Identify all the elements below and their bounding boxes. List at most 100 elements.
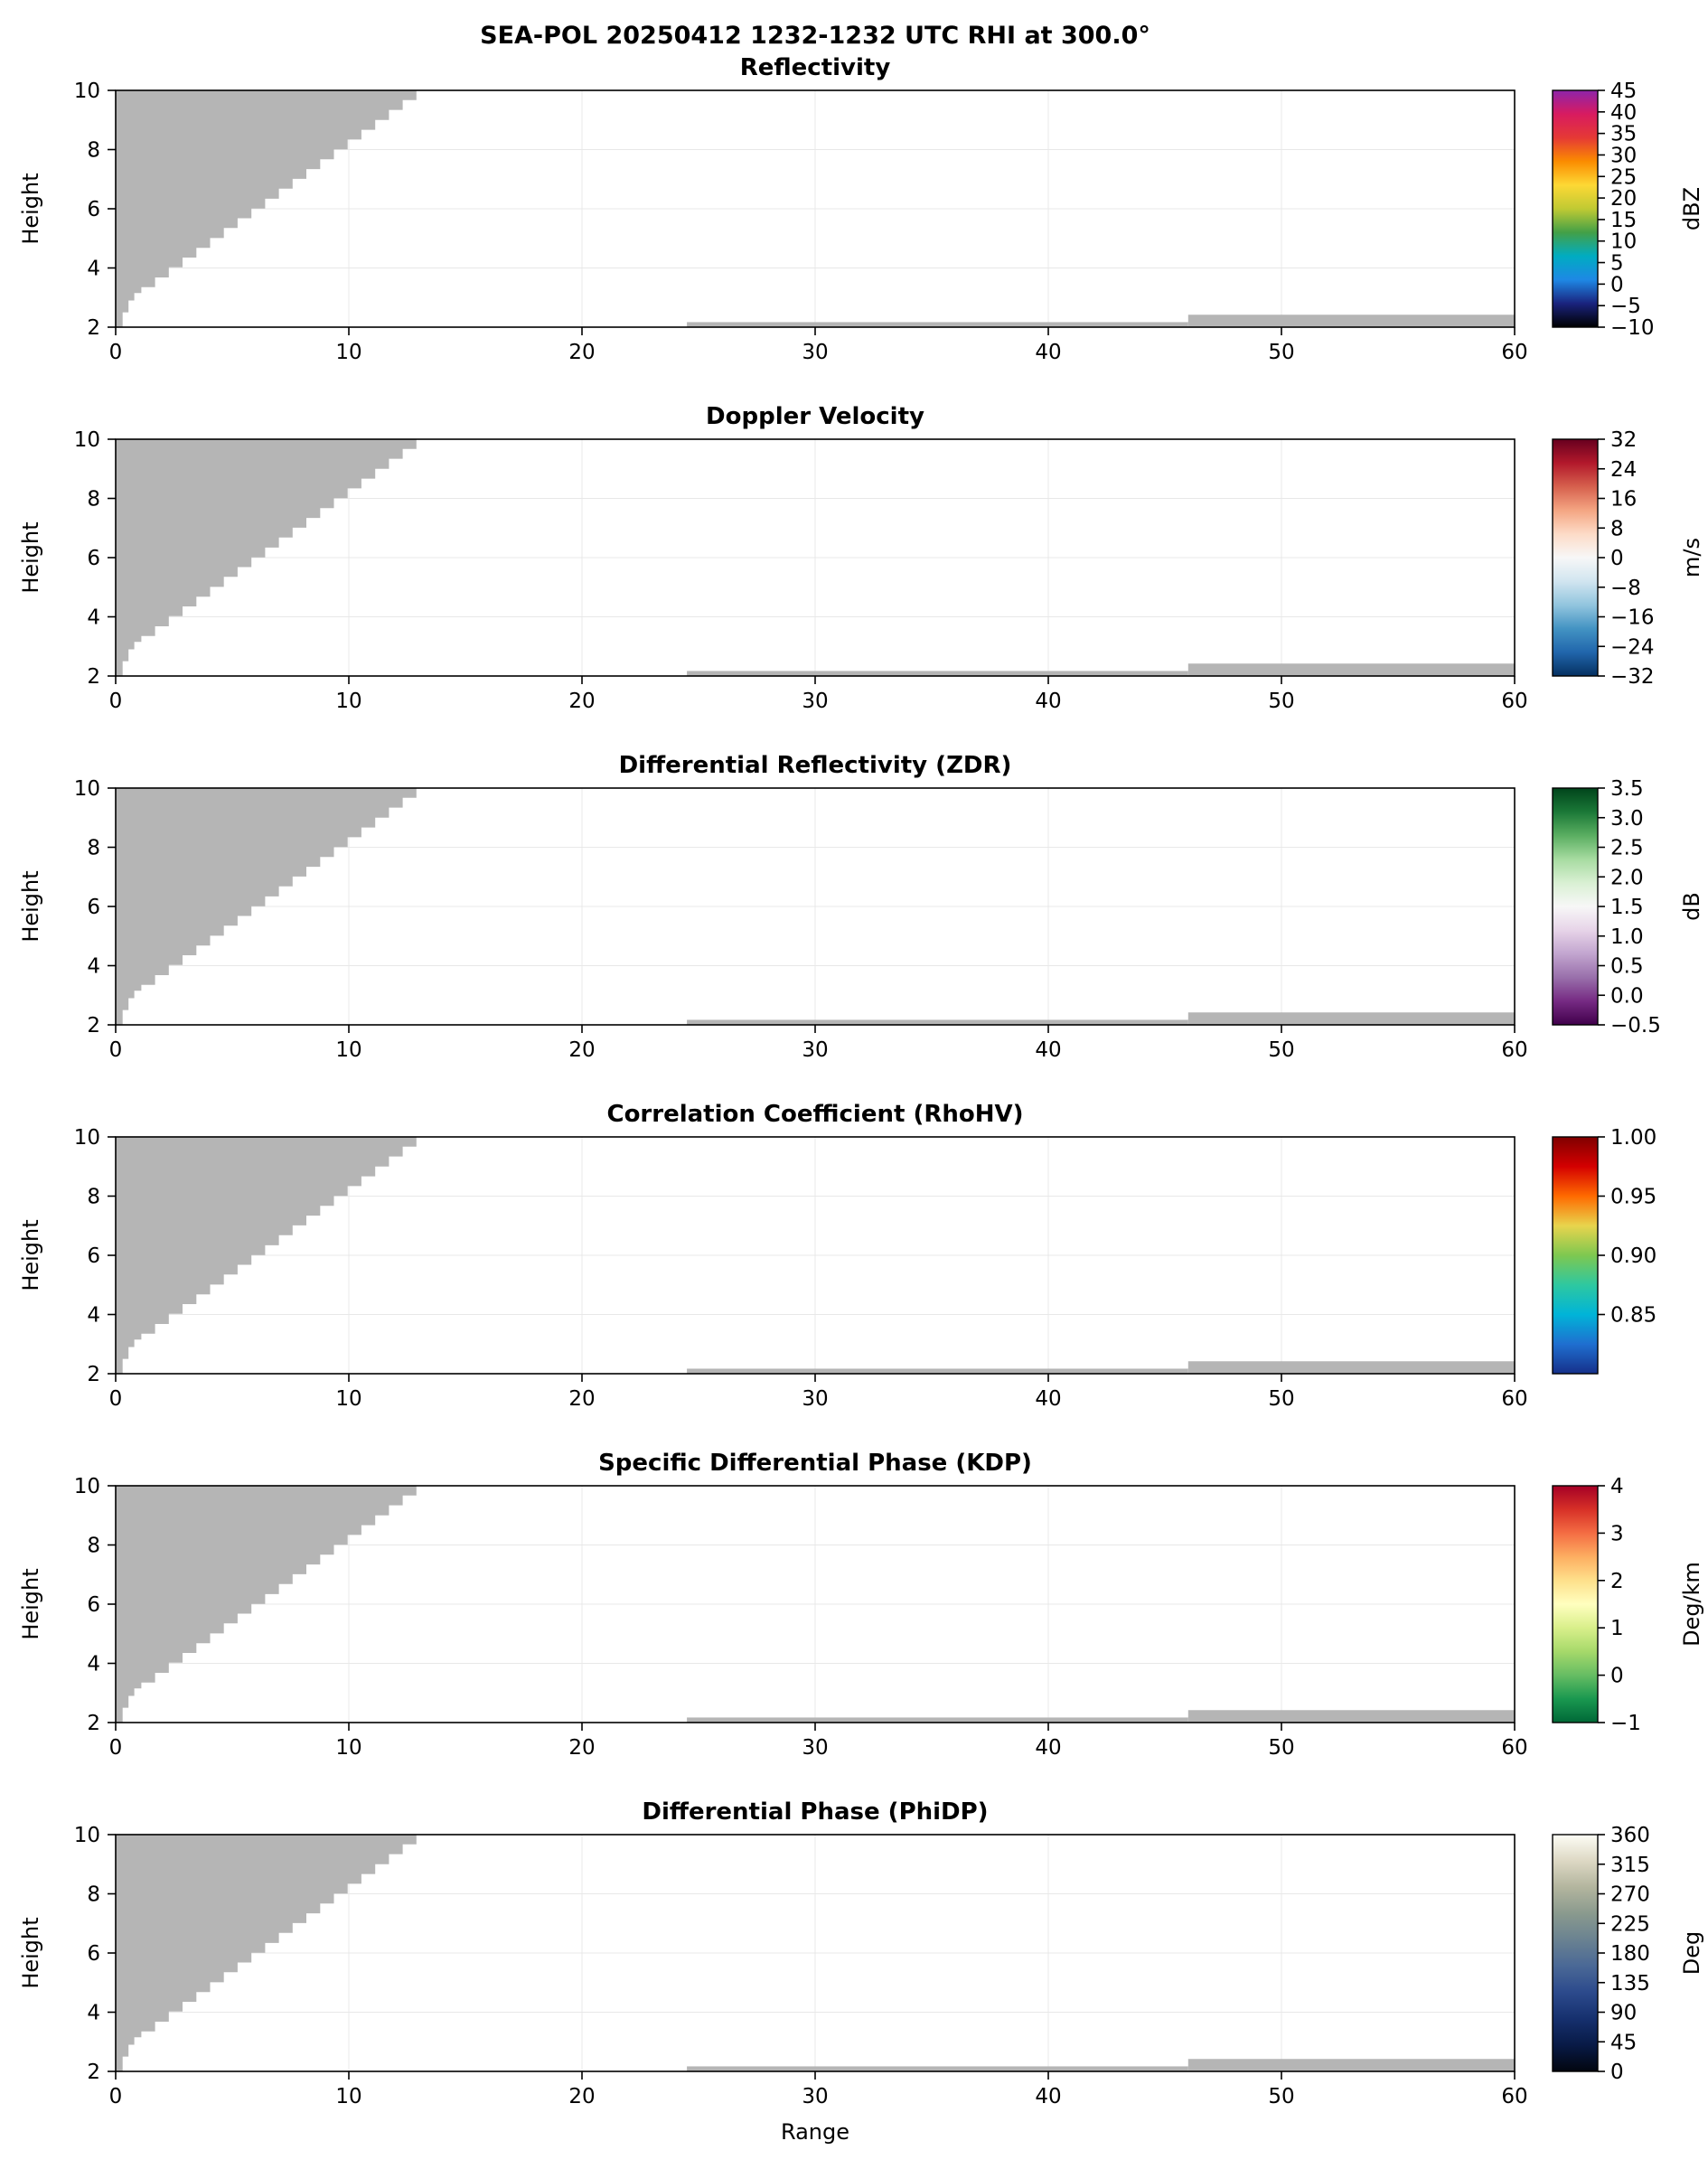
colorbar-tick-label: 360 [1610,1824,1650,1847]
no-data-wedge [116,1137,417,1374]
no-data-strip [1187,1012,1515,1025]
x-tick-label: 20 [568,2085,595,2108]
y-tick-label: 4 [87,955,100,979]
colorbar-tick-label: 135 [1610,1972,1650,1995]
x-tick-label: 40 [1035,341,1061,364]
x-tick-label: 50 [1268,1736,1294,1760]
figure-suptitle: SEA-POL 20250412 1232-1232 UTC RHI at 30… [480,22,1150,50]
colorbar-tick-label: 2 [1610,1570,1624,1593]
y-tick-label: 10 [74,428,100,452]
x-tick-label: 50 [1268,341,1294,364]
no-data-strip [687,322,1188,327]
x-tick-label: 30 [802,1736,828,1760]
y-tick-label: 8 [87,139,100,163]
colorbar-tick-label: 3 [1610,1522,1624,1545]
colorbar-tick-label: 30 [1610,144,1637,167]
y-tick-label: 2 [87,1712,100,1735]
y-tick-label: 8 [87,1186,100,1209]
panel-title-rhohv: Correlation Coefficient (RhoHV) [606,1101,1024,1128]
colorbar-tick-label: −10 [1610,316,1655,340]
colorbar-tick-label: 3.5 [1610,777,1644,801]
colorbar-tick-label: 4 [1610,1475,1624,1498]
no-data-strip [687,2066,1188,2071]
y-tick-label: 10 [74,1824,100,1847]
y-axis-label: Height [18,173,43,244]
colorbar-tick-label: 35 [1610,123,1637,146]
no-data-strip [687,1368,1188,1374]
x-tick-label: 40 [1035,1038,1061,1062]
y-tick-label: 4 [87,1304,100,1328]
colorbar-tick-label: 2.5 [1610,837,1644,860]
y-tick-label: 6 [87,198,100,221]
x-tick-label: 30 [802,2085,828,2108]
no-data-wedge [116,788,417,1025]
colorbar [1552,1485,1599,1723]
y-axis-label: Height [18,521,43,593]
colorbar [1552,438,1599,677]
colorbar-tick-label: 15 [1610,209,1637,232]
x-tick-label: 10 [335,341,361,364]
colorbar-tick-label: 225 [1610,1912,1650,1936]
x-tick-label: 30 [802,1038,828,1062]
panel-title-kdp: Specific Differential Phase (KDP) [598,1450,1032,1477]
x-tick-label: 30 [802,690,828,713]
x-tick-label: 20 [568,690,595,713]
x-tick-label: 40 [1035,2085,1061,2108]
panel-title-reflectivity: Reflectivity [739,54,891,81]
colorbar-tick-label: 1.00 [1610,1126,1656,1150]
no-data-strip [1187,663,1515,676]
y-tick-label: 2 [87,665,100,689]
colorbar-tick-label: 315 [1610,1854,1650,1877]
colorbar-tick-label: 3.0 [1610,807,1644,831]
y-axis-label: Height [18,1568,43,1639]
colorbar-tick-label: 10 [1610,230,1637,254]
y-tick-label: 2 [87,316,100,340]
colorbar-unit-label: Deg/km [1679,1562,1704,1647]
colorbar-tick-label: 40 [1610,101,1637,125]
colorbar-tick-label: 0.0 [1610,984,1644,1008]
panel-2: 0 10 20 30 40 50 60 2 4 6 8 10 Height 3.5 3.0 2.5 2.0 1.5… [18,777,1704,1062]
no-data-wedge [116,1486,417,1723]
y-tick-label: 6 [87,547,100,570]
colorbar-unit-label: dBZ [1679,187,1704,230]
colorbar-tick-label: −5 [1610,295,1641,318]
x-tick-label: 20 [568,1038,595,1062]
no-data-strip [687,671,1188,676]
colorbar-tick-label: −8 [1610,577,1641,600]
panel-title-zdr: Differential Reflectivity (ZDR) [618,752,1012,779]
x-tick-label: 10 [335,690,361,713]
colorbar-tick-label: 1.0 [1610,925,1644,949]
y-tick-label: 4 [87,606,100,630]
colorbar-tick-label: 0.95 [1610,1186,1656,1209]
no-data-wedge [116,439,417,676]
colorbar-tick-label: 0.85 [1610,1304,1656,1328]
y-tick-label: 8 [87,1535,100,1558]
x-tick-label: 60 [1501,1387,1527,1411]
no-data-strip [1187,1361,1515,1374]
y-tick-label: 2 [87,1363,100,1386]
colorbar-tick-label: −24 [1610,635,1655,659]
colorbar-tick-label: 20 [1610,187,1637,211]
panel-0: 0 10 20 30 40 50 60246810Height454035302520151… [18,80,1704,364]
y-axis-label: Height [18,1219,43,1291]
no-data-strip [1187,2059,1515,2071]
y-tick-label: 6 [87,1244,100,1268]
colorbar-tick-label: 1 [1610,1617,1624,1640]
x-tick-label: 0 [109,2085,123,2108]
x-tick-label: 10 [335,1736,361,1760]
colorbar-tick-label: 180 [1610,1942,1650,1966]
x-tick-label: 0 [109,690,123,713]
no-data-strip [1187,315,1515,327]
y-tick-label: 4 [87,1653,100,1676]
no-data-wedge [116,1835,417,2071]
y-tick-label: 8 [87,488,100,512]
x-tick-label: 40 [1035,690,1061,713]
y-tick-label: 6 [87,896,100,919]
no-data-strip [687,1019,1188,1025]
colorbar-tick-label: 1.5 [1610,896,1644,919]
panel-3: 0 10 20 30 40 50 60 2 4 6 8 10 Height 1.00 0.95 0.90 0.8… [18,1126,1656,1411]
y-tick-label: 8 [87,1883,100,1907]
